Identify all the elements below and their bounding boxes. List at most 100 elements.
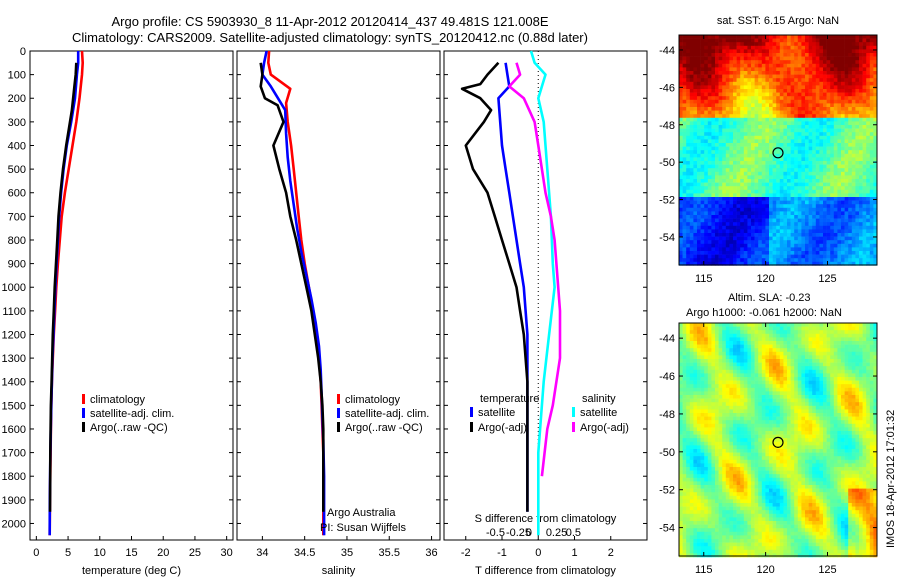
heatmap-cell	[844, 395, 849, 399]
heatmap-cell	[776, 211, 781, 216]
heatmap-cell	[790, 261, 795, 266]
heatmap-cell	[841, 186, 845, 191]
heatmap-cell	[772, 243, 777, 248]
heatmap-cell	[873, 71, 878, 75]
heatmap-cell	[873, 380, 878, 385]
heatmap-cell	[869, 67, 874, 72]
heatmap-cell	[718, 143, 723, 147]
heatmap-cell	[725, 107, 730, 111]
heatmap-cell	[790, 333, 795, 338]
heatmap-cell	[747, 89, 752, 93]
heatmap-cell	[830, 132, 835, 137]
heatmap-cell	[779, 107, 784, 111]
heatmap-cell	[859, 42, 863, 47]
heatmap-cell	[715, 344, 719, 349]
heatmap-cell	[743, 330, 748, 335]
heatmap-cell	[869, 326, 874, 331]
heatmap-cell	[711, 395, 716, 399]
heatmap-cell	[851, 45, 856, 50]
heatmap-cell	[729, 236, 734, 241]
heatmap-cell	[869, 240, 874, 245]
heatmap-cell	[733, 204, 737, 209]
heatmap-cell	[801, 193, 806, 198]
heatmap-cell	[787, 150, 791, 155]
panel-3-frame	[443, 50, 648, 541]
heatmap-cell	[761, 125, 766, 129]
heatmap-cell	[718, 71, 723, 75]
heatmap-cell	[700, 114, 705, 119]
heatmap-cell	[801, 157, 806, 162]
heatmap-cell	[715, 377, 719, 381]
heatmap-cell	[725, 38, 730, 43]
heatmap-cell	[823, 362, 827, 367]
heatmap-cell	[841, 45, 845, 50]
heatmap-cell	[862, 92, 867, 97]
heatmap-cell	[693, 387, 698, 392]
heatmap-cell	[787, 89, 791, 93]
heatmap-cell	[783, 45, 788, 50]
heatmap-cell	[815, 233, 820, 237]
heatmap-cell	[826, 395, 831, 399]
heatmap-cell	[859, 85, 863, 90]
heatmap-cell	[736, 395, 741, 399]
heatmap-cell	[682, 114, 687, 119]
heatmap-cell	[862, 355, 867, 360]
heatmap-cell	[722, 175, 727, 180]
heatmap-cell	[787, 81, 791, 86]
heatmap-cell	[808, 186, 813, 191]
heatmap-cell	[729, 330, 734, 335]
heatmap-cell	[769, 261, 773, 266]
heatmap-cell	[754, 398, 759, 403]
heatmap-cell	[700, 233, 705, 237]
heatmap-cell	[693, 139, 698, 144]
heatmap-cell	[779, 157, 784, 162]
heatmap-cell	[848, 121, 853, 126]
heatmap-cell	[711, 240, 716, 245]
heatmap-cell	[848, 99, 853, 104]
heatmap-cell	[851, 193, 856, 198]
heatmap-cell	[693, 132, 698, 137]
heatmap-cell	[812, 56, 817, 61]
heatmap-cell	[725, 132, 730, 137]
heatmap-cell	[837, 240, 842, 245]
heatmap-cell	[707, 247, 712, 252]
heatmap-cell	[776, 60, 781, 65]
map-y-tick-label: -48	[659, 120, 675, 132]
heatmap-cell	[693, 207, 698, 212]
heatmap-cell	[765, 78, 770, 83]
heatmap-cell	[797, 139, 802, 144]
heatmap-cell	[736, 207, 741, 212]
heatmap-cell	[689, 150, 694, 155]
heatmap-cell	[826, 81, 831, 86]
heatmap-cell	[826, 139, 831, 144]
heatmap-cell	[790, 103, 795, 108]
heatmap-cell	[704, 323, 709, 327]
heatmap-cell	[815, 35, 820, 39]
heatmap-cell	[729, 225, 734, 230]
heatmap-cell	[783, 261, 788, 266]
map-x-tick-label: 120	[756, 273, 774, 285]
heatmap-cell	[815, 333, 820, 338]
heatmap-cell	[718, 366, 723, 371]
heatmap-cell	[693, 45, 698, 50]
heatmap-cell	[729, 49, 734, 54]
heatmap-cell	[841, 157, 845, 162]
heatmap-cell	[682, 333, 687, 338]
heatmap-cell	[833, 110, 838, 115]
heatmap-cell	[826, 67, 831, 72]
heatmap-cell	[722, 337, 727, 342]
heatmap-cell	[718, 344, 723, 349]
heatmap-cell	[805, 218, 809, 223]
heatmap-cell	[833, 326, 838, 331]
heatmap-cell	[743, 153, 748, 158]
heatmap-cell	[837, 78, 842, 83]
heatmap-cell	[679, 179, 683, 183]
heatmap-cell	[797, 42, 802, 47]
heatmap-cell	[761, 143, 766, 147]
heatmap-cell	[776, 35, 781, 39]
heatmap-cell	[823, 254, 827, 259]
heatmap-cell	[747, 251, 752, 255]
heatmap-cell	[704, 229, 709, 234]
heatmap-cell	[787, 373, 791, 378]
heatmap-cell	[808, 168, 813, 173]
